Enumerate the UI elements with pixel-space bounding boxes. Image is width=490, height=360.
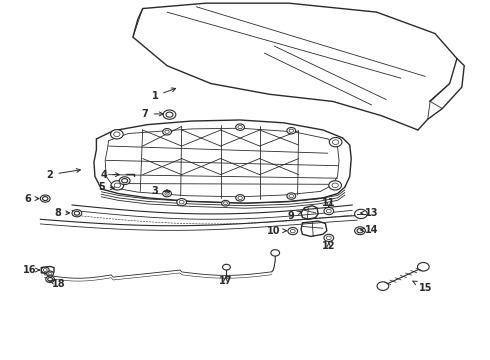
Circle shape (329, 138, 342, 147)
Circle shape (236, 124, 245, 130)
Circle shape (179, 201, 184, 204)
Circle shape (271, 249, 280, 256)
Circle shape (177, 199, 187, 206)
Circle shape (114, 132, 120, 136)
Circle shape (324, 207, 334, 215)
Circle shape (111, 130, 123, 139)
Circle shape (165, 192, 169, 195)
Circle shape (74, 211, 79, 215)
Text: 13: 13 (361, 208, 378, 218)
Text: 2: 2 (47, 168, 80, 180)
Circle shape (377, 282, 389, 291)
Circle shape (163, 129, 172, 135)
Text: 10: 10 (267, 226, 287, 236)
Text: 9: 9 (288, 211, 301, 221)
Circle shape (238, 126, 243, 129)
Text: 12: 12 (322, 241, 336, 251)
Circle shape (287, 193, 295, 199)
Circle shape (48, 278, 52, 281)
Circle shape (290, 229, 295, 233)
Text: 7: 7 (142, 109, 163, 119)
Circle shape (238, 196, 243, 199)
Circle shape (114, 183, 121, 188)
Circle shape (288, 228, 297, 235)
Circle shape (163, 110, 176, 119)
Circle shape (49, 273, 52, 275)
Circle shape (222, 264, 230, 270)
Circle shape (324, 234, 334, 242)
Circle shape (332, 140, 339, 144)
Text: 18: 18 (49, 279, 66, 289)
Circle shape (326, 209, 331, 213)
Circle shape (417, 262, 429, 271)
Circle shape (326, 236, 331, 240)
Text: 16: 16 (23, 265, 40, 275)
Circle shape (43, 197, 48, 201)
Circle shape (332, 183, 338, 188)
Text: 8: 8 (54, 208, 70, 218)
Circle shape (119, 177, 130, 185)
Circle shape (111, 181, 123, 190)
Circle shape (163, 190, 172, 197)
Text: 5: 5 (98, 182, 115, 192)
Text: 14: 14 (361, 225, 378, 235)
Circle shape (289, 194, 294, 198)
Circle shape (46, 276, 54, 283)
Text: 3: 3 (151, 186, 171, 197)
Circle shape (41, 267, 49, 273)
Circle shape (287, 127, 295, 134)
Circle shape (43, 269, 47, 271)
Text: 4: 4 (100, 170, 120, 180)
Circle shape (47, 271, 53, 276)
Text: 6: 6 (25, 194, 39, 203)
Circle shape (357, 229, 363, 233)
Circle shape (355, 227, 366, 235)
Circle shape (166, 112, 173, 117)
Circle shape (236, 195, 245, 201)
Circle shape (72, 210, 82, 217)
Text: 15: 15 (413, 281, 432, 293)
Circle shape (40, 195, 50, 202)
Text: 17: 17 (219, 276, 232, 286)
Circle shape (122, 179, 127, 183)
Circle shape (223, 202, 227, 204)
Circle shape (329, 181, 342, 190)
Text: 1: 1 (151, 88, 175, 101)
Circle shape (355, 209, 368, 219)
Circle shape (165, 130, 169, 134)
Circle shape (221, 201, 229, 206)
Text: 11: 11 (322, 198, 336, 208)
Circle shape (289, 129, 294, 132)
